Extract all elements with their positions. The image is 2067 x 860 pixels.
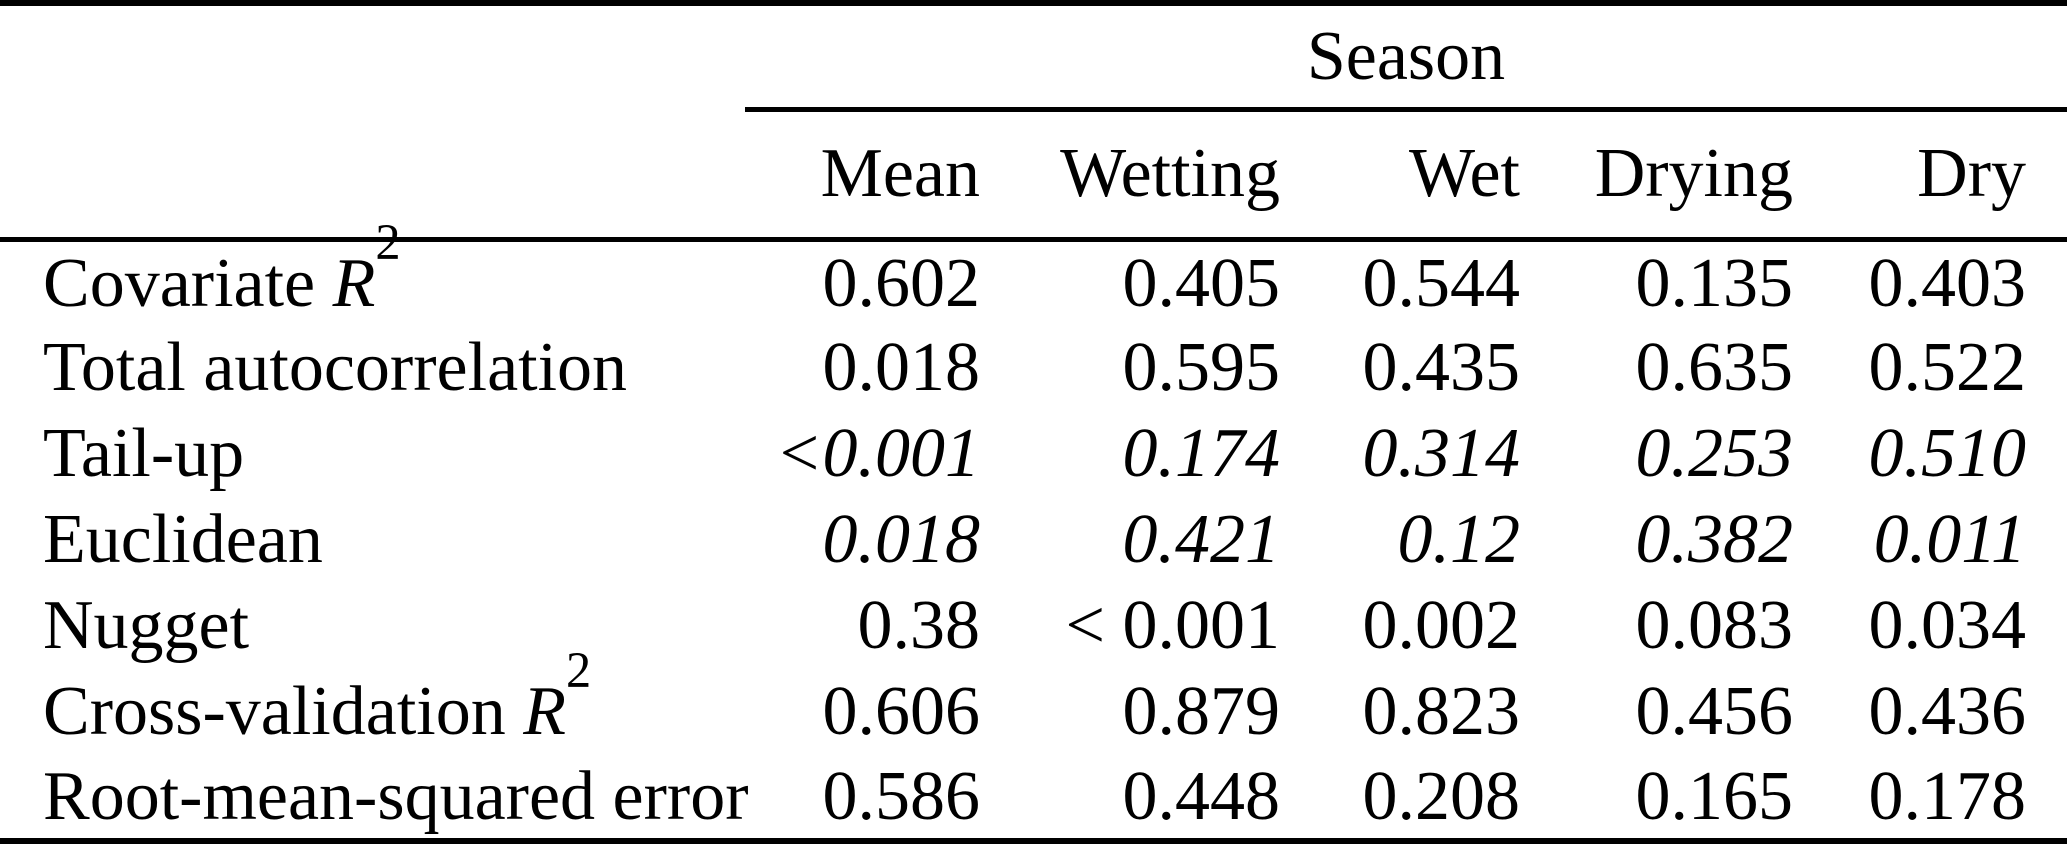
value-cell: 0.403 <box>1868 244 2027 322</box>
value-cell: < 0.001 <box>1065 587 1280 665</box>
math-exponent: 2 <box>375 213 401 270</box>
value-cell: 0.879 <box>1122 673 1281 751</box>
math-symbol: R <box>332 244 376 322</box>
value-cell: 0.606 <box>822 673 981 751</box>
value-cell: 0.314 <box>1362 415 1521 493</box>
corner-spacer <box>0 3 745 109</box>
season-header-row: Season <box>0 3 2067 112</box>
table-row-tail-up: Tail-up <0.001 0.174 0.314 0.253 0.510 <box>0 411 2067 497</box>
row-label: Total autocorrelation <box>0 325 745 411</box>
row-label: Nugget <box>0 583 745 669</box>
value-cell: 0.602 <box>822 244 981 322</box>
row-label: Root-mean-squared error <box>0 755 749 841</box>
math-exponent: 2 <box>566 642 592 699</box>
value-cell: 0.174 <box>1122 415 1281 493</box>
col-header-mean: Mean <box>745 109 980 242</box>
value-cell: 0.135 <box>1635 244 1794 322</box>
value-cell: 0.034 <box>1868 587 2027 665</box>
row-label-text: Nugget <box>43 587 250 665</box>
value-cell: 0.208 <box>1362 757 1521 835</box>
season-group-header: Season <box>745 3 2067 112</box>
value-cell: 0.38 <box>857 587 981 665</box>
value-cell: 0.253 <box>1635 415 1794 493</box>
row-label-text: Root-mean-squared error <box>43 757 749 835</box>
row-label: Tail-up <box>0 411 745 497</box>
value-cell: 0.018 <box>822 329 981 407</box>
value-cell: 0.436 <box>1868 673 2027 751</box>
col-header-wet: Wet <box>1280 109 1520 242</box>
value-cell: 0.456 <box>1635 673 1794 751</box>
math-symbol: R <box>523 673 566 751</box>
row-label-text: Covariate <box>43 244 333 322</box>
value-cell: 0.12 <box>1397 501 1521 579</box>
column-header-row: Mean Wetting Wet Drying Dry <box>0 109 2067 242</box>
value-cell: 0.011 <box>1873 501 2027 579</box>
table-row-euclidean: Euclidean 0.018 0.421 0.12 0.382 0.011 <box>0 497 2067 583</box>
value-cell: 0.635 <box>1635 329 1794 407</box>
table-row-nugget: Nugget 0.38 < 0.001 0.002 0.083 0.034 <box>0 583 2067 669</box>
table-row-total-autocorrelation: Total autocorrelation 0.018 0.595 0.435 … <box>0 325 2067 411</box>
col-header-drying: Drying <box>1520 109 1793 242</box>
value-cell: 0.421 <box>1122 501 1281 579</box>
value-cell: 0.595 <box>1122 329 1281 407</box>
row-label-text: Euclidean <box>43 501 323 579</box>
col-header-wetting: Wetting <box>980 109 1280 242</box>
value-cell: 0.522 <box>1868 329 2027 407</box>
row-label: Cross-validation R2 <box>0 645 745 755</box>
col-header-dry: Dry <box>1793 109 2067 242</box>
row-label: Euclidean <box>0 497 745 583</box>
value-cell: 0.083 <box>1635 587 1794 665</box>
corner-spacer <box>0 109 745 242</box>
value-cell: <0.001 <box>775 415 980 493</box>
row-label-text: Total autocorrelation <box>43 329 628 407</box>
row-label-text: Cross-validation <box>43 673 524 751</box>
value-cell: 0.448 <box>1122 757 1281 835</box>
table-row-cross-validation-r2: Cross-validation R2 0.606 0.879 0.823 0.… <box>0 645 2067 755</box>
value-cell: 0.435 <box>1362 329 1521 407</box>
value-cell: 0.586 <box>822 757 981 835</box>
value-cell: 0.382 <box>1635 501 1794 579</box>
value-cell: 0.018 <box>822 501 981 579</box>
value-cell: 0.165 <box>1635 757 1794 835</box>
row-label: Covariate R2 <box>0 216 745 325</box>
value-cell: 0.544 <box>1362 244 1521 322</box>
value-cell: 0.002 <box>1362 587 1521 665</box>
value-cell: 0.823 <box>1362 673 1521 751</box>
value-cell: 0.510 <box>1868 415 2027 493</box>
table-row-covariate-r2: Covariate R2 0.602 0.405 0.544 0.135 0.4… <box>0 216 2067 325</box>
value-cell: 0.178 <box>1868 757 2027 835</box>
row-label-text: Tail-up <box>43 415 245 493</box>
table-row-rmse: Root-mean-squared error 0.586 0.448 0.20… <box>0 755 2067 841</box>
value-cell: 0.405 <box>1122 244 1281 322</box>
